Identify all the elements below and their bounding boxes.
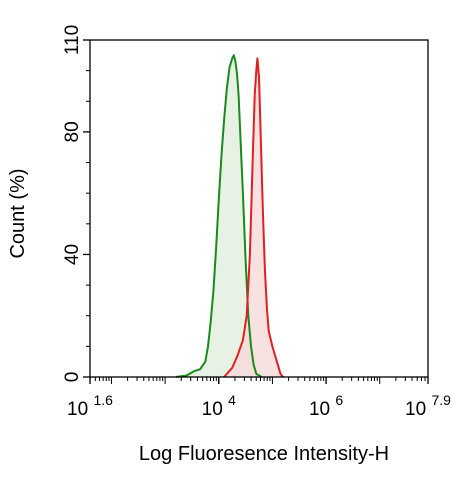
x-tick-base: 10 bbox=[309, 399, 335, 420]
series-area-2 bbox=[224, 58, 284, 378]
x-tick-exponent: 1.6 bbox=[93, 392, 113, 408]
x-tick-label: 10 1.6 bbox=[67, 392, 113, 420]
x-tick-exponent: 7.9 bbox=[431, 392, 451, 408]
series-line-2 bbox=[223, 57, 284, 378]
x-tick-label: 10 7.9 bbox=[405, 392, 451, 420]
x-axis-title: Log Fluoresence Intensity-H bbox=[139, 443, 389, 465]
y-axis-title: Count (%) bbox=[7, 168, 29, 258]
x-tick-label: 10 6 bbox=[309, 392, 343, 420]
x-tick-exponent: 6 bbox=[335, 392, 343, 408]
y-tick-label: 80 bbox=[62, 121, 83, 142]
y-tick-label: 110 bbox=[62, 25, 83, 55]
x-tick-base: 10 bbox=[202, 399, 228, 420]
y-tick-label: 0 bbox=[62, 372, 83, 383]
y-tick-label: 40 bbox=[62, 244, 83, 265]
x-tick-base: 10 bbox=[67, 399, 93, 420]
x-tick-label: 10 4 bbox=[202, 392, 236, 420]
plot-frame bbox=[89, 39, 429, 378]
x-tick-base: 10 bbox=[405, 399, 431, 420]
x-tick-exponent: 4 bbox=[228, 392, 236, 408]
